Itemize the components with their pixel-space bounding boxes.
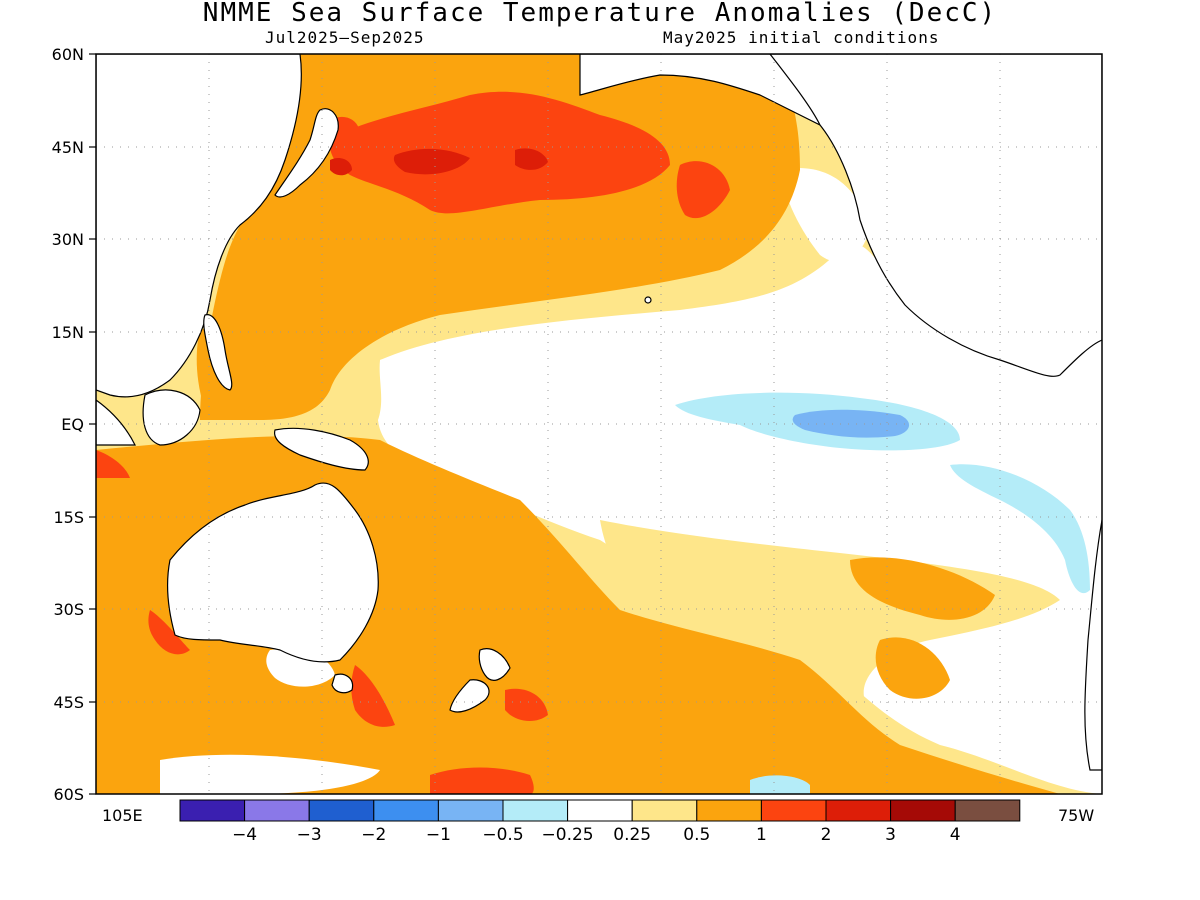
- field-very-warm-core1: [393, 148, 470, 175]
- coastlines: [96, 54, 1102, 771]
- colorbar-label: −0.25: [542, 825, 594, 845]
- colorbar-label: −4: [232, 825, 257, 845]
- colorbar-swatch: [567, 799, 633, 822]
- initial-conditions: May2025 initial conditions: [663, 28, 940, 47]
- field-strong-warm-north2: [676, 161, 730, 219]
- field-strong-warm-tasman: [351, 665, 395, 727]
- colorbar-label: −2: [361, 825, 386, 845]
- coast-new-guinea: [274, 427, 369, 471]
- colorbar-swatch: [890, 799, 956, 822]
- colorbar-swatch: [696, 799, 762, 822]
- lat-label-45n: 45N: [52, 138, 84, 157]
- graticule: [96, 54, 1102, 794]
- field-strong-warm-north: [329, 91, 670, 214]
- field-very-warm-core2: [515, 148, 548, 170]
- field-very-warm-core3: [330, 158, 352, 176]
- lat-label-15n: 15N: [52, 323, 84, 342]
- field-strong-warm-sw: [148, 610, 190, 655]
- field-strong-warm-indo: [96, 450, 130, 478]
- colorbar-swatch: [954, 799, 1021, 822]
- field-moderate-warm-se1: [850, 557, 995, 620]
- field-strong-warm-south-cen: [505, 688, 548, 722]
- colorbar-label: 0.5: [683, 825, 710, 845]
- colorbar: −4 −3 −2 −1 −0.5 −0.25 0.25 0.5 1 2 3 4: [179, 799, 1021, 845]
- coast-new-zealand-south: [449, 679, 490, 713]
- colorbar-swatch: [760, 799, 827, 822]
- coast-tasmania: [331, 673, 354, 694]
- coast-north-america: [769, 54, 1102, 377]
- coast-australia: [166, 482, 379, 663]
- colorbar-label: 4: [950, 825, 961, 845]
- field-strong-warm-south-deep: [430, 767, 534, 794]
- lat-label-30s: 30S: [53, 600, 84, 619]
- coast-sumatra: [96, 399, 136, 446]
- lat-labels: 60N 45N 30N 15N EQ 15S 30S 45S 60S: [52, 45, 84, 804]
- colorbar-swatch: [179, 799, 246, 822]
- coast-south-america: [1084, 519, 1102, 771]
- colorbar-swatch: [373, 799, 439, 822]
- field-neutral-south1: [160, 754, 380, 794]
- colorbar-swatch: [631, 799, 698, 822]
- colorbar-label: 2: [821, 825, 832, 845]
- colorbar-label: −1: [426, 825, 451, 845]
- lon-label-right: 75W: [1058, 806, 1094, 825]
- coast-new-zealand-north: [478, 648, 511, 681]
- colorbar-swatch: [825, 799, 892, 822]
- colorbar-label: −0.5: [482, 825, 523, 845]
- field-weak-cool-peru: [950, 464, 1090, 594]
- field-moderate-warm-se2: [875, 637, 950, 699]
- map-title: NMME Sea Surface Temperature Anomalies (…: [202, 0, 998, 28]
- field-neutral-northeast: [780, 168, 870, 262]
- coast-japan: [274, 108, 339, 198]
- colorbar-label: 1: [756, 825, 767, 845]
- colorbar-swatch: [308, 799, 375, 822]
- colorbar-label: −3: [297, 825, 322, 845]
- coast-borneo: [142, 389, 201, 446]
- colorbar-label: 0.25: [613, 825, 651, 845]
- colorbar-swatch: [437, 799, 504, 822]
- forecast-period: Jul2025–Sep2025: [265, 28, 425, 47]
- lat-label-eq: EQ: [61, 415, 84, 434]
- lat-label-60s: 60S: [53, 785, 84, 804]
- field-moderate-cool-core: [792, 409, 910, 438]
- lat-label-15s: 15S: [53, 508, 84, 527]
- lat-label-45s: 45S: [53, 693, 84, 712]
- coast-hawaii: [644, 296, 652, 304]
- colorbar-label: 3: [885, 825, 896, 845]
- lat-label-30n: 30N: [52, 230, 84, 249]
- lat-label-60n: 60N: [52, 45, 84, 64]
- coast-philippines: [203, 314, 233, 391]
- coast-east-asia: [96, 54, 302, 398]
- colorbar-swatch: [244, 799, 310, 822]
- lon-label-left: 105E: [102, 806, 143, 825]
- lat-ticks: [89, 53, 96, 795]
- field-weak-cool-south: [750, 775, 810, 794]
- colorbar-swatch: [502, 799, 569, 822]
